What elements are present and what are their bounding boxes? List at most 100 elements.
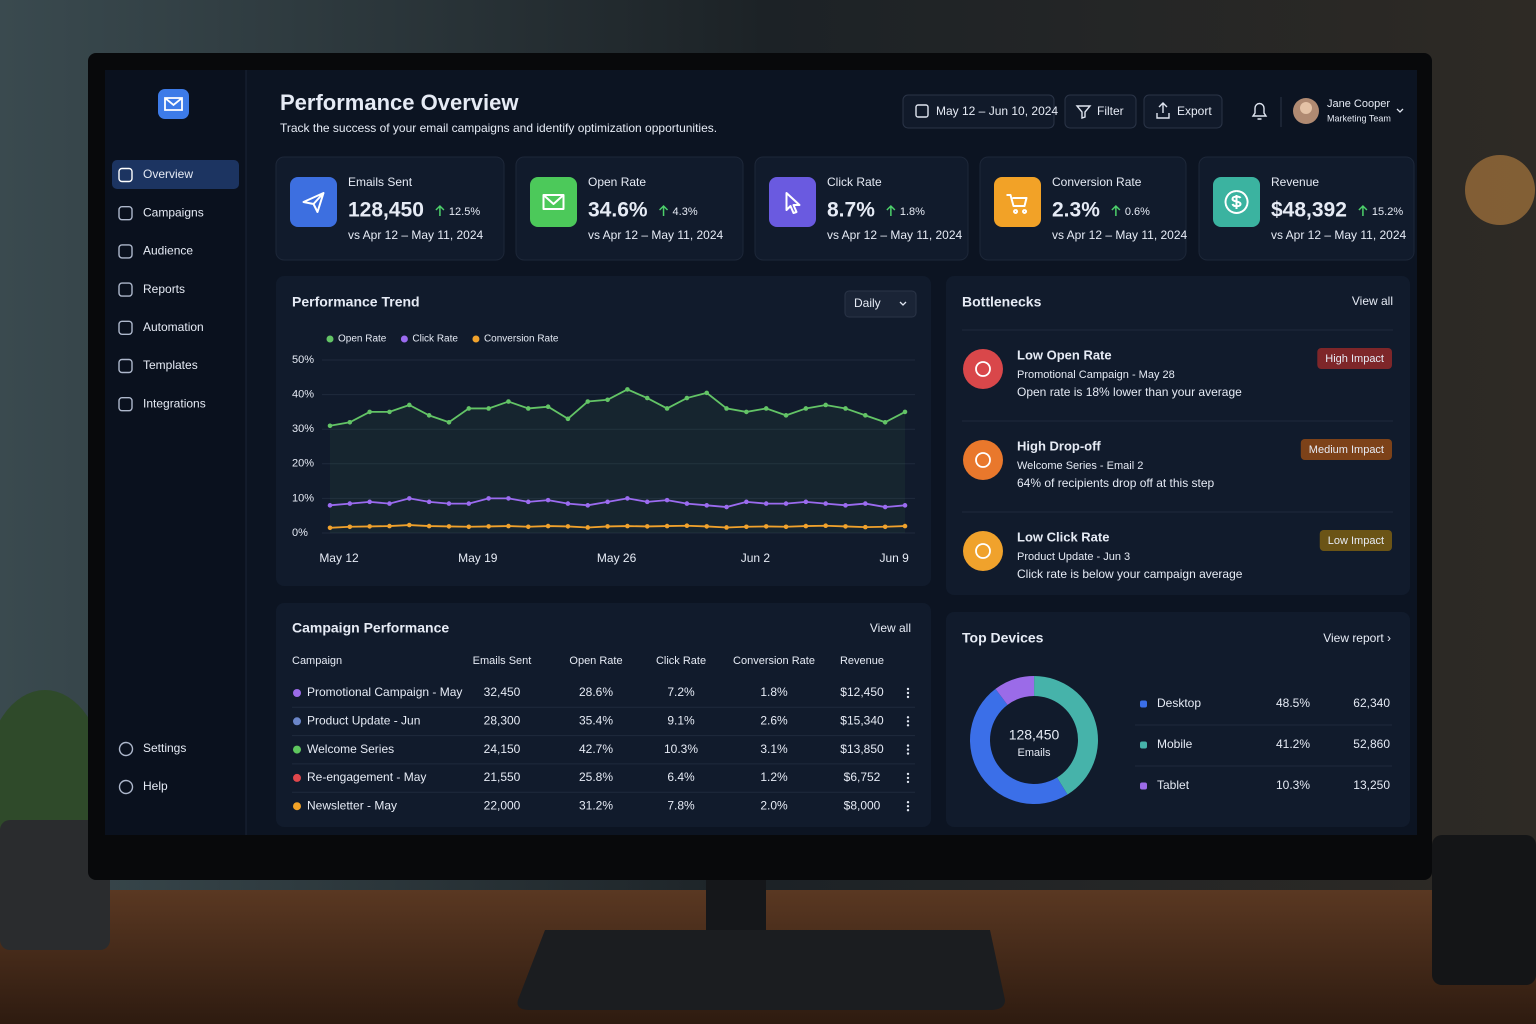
panel-title: Bottlenecks bbox=[962, 294, 1042, 310]
filter-button-label[interactable]: Filter bbox=[1097, 104, 1124, 118]
data-point bbox=[347, 419, 353, 425]
nav-icon bbox=[118, 741, 134, 757]
data-point bbox=[843, 406, 848, 411]
row-menu[interactable] bbox=[906, 716, 910, 719]
nav-item[interactable]: Audience bbox=[143, 244, 193, 258]
nav-item[interactable]: Automation bbox=[143, 320, 204, 334]
panel bbox=[276, 276, 931, 586]
device-share: 10.3% bbox=[1276, 778, 1310, 792]
row-menu[interactable] bbox=[906, 776, 910, 780]
view-report-link[interactable]: View report › bbox=[1323, 631, 1391, 645]
filter-button[interactable] bbox=[1064, 94, 1137, 129]
row-menu[interactable] bbox=[906, 805, 910, 808]
row-menu[interactable] bbox=[906, 748, 910, 751]
nav-item[interactable]: Settings bbox=[143, 741, 186, 755]
data-point bbox=[783, 501, 789, 506]
date-picker[interactable] bbox=[902, 94, 1055, 129]
bottleneck-glyph bbox=[975, 361, 991, 377]
row-menu[interactable] bbox=[906, 720, 910, 723]
bottleneck-icon bbox=[963, 440, 1003, 480]
row-menu[interactable] bbox=[906, 801, 910, 804]
data-point bbox=[426, 523, 432, 529]
cell: 25.8% bbox=[579, 770, 613, 784]
kpi-glyph bbox=[1006, 194, 1028, 214]
data-point bbox=[506, 399, 511, 404]
nav-item[interactable]: Integrations bbox=[143, 396, 206, 410]
cell: 35.4% bbox=[579, 713, 613, 727]
panel bbox=[276, 603, 931, 827]
kpi-change-arrow bbox=[1111, 204, 1121, 216]
cell: 42.7% bbox=[579, 742, 613, 756]
cell: 28.6% bbox=[579, 685, 613, 699]
legend-swatch bbox=[1140, 741, 1147, 749]
date-picker-label[interactable]: May 12 – Jun 10, 2024 bbox=[936, 104, 1058, 118]
nav-item[interactable]: Campaigns bbox=[143, 205, 204, 219]
row-menu[interactable] bbox=[906, 691, 910, 695]
row-menu[interactable] bbox=[906, 780, 910, 784]
campaign-dot bbox=[293, 717, 301, 726]
kpi-period: vs Apr 12 – May 11, 2024 bbox=[1052, 228, 1188, 242]
monitor-base bbox=[517, 930, 1005, 1010]
data-point bbox=[506, 523, 511, 529]
kpi-label: Open Rate bbox=[588, 175, 646, 189]
data-point bbox=[367, 499, 372, 505]
data-point bbox=[327, 423, 333, 429]
kpi-icon bbox=[290, 177, 337, 227]
row-menu[interactable] bbox=[906, 724, 910, 727]
nav-item[interactable]: Help bbox=[143, 779, 168, 793]
data-point bbox=[644, 395, 650, 401]
row-menu[interactable] bbox=[906, 695, 910, 699]
row-menu[interactable] bbox=[906, 809, 910, 812]
view-all-link[interactable]: View all bbox=[870, 621, 911, 635]
data-point bbox=[387, 409, 392, 415]
legend-label: Conversion Rate bbox=[484, 334, 559, 345]
interval-dropdown[interactable] bbox=[844, 290, 917, 318]
nav-item[interactable]: Templates bbox=[143, 358, 198, 372]
nav-item[interactable]: Overview bbox=[143, 167, 193, 181]
kpi-period: vs Apr 12 – May 11, 2024 bbox=[1271, 228, 1407, 242]
device-emails: 52,860 bbox=[1353, 737, 1390, 751]
cell: 31.2% bbox=[579, 798, 613, 812]
row-menu[interactable] bbox=[906, 772, 910, 776]
cell: $6,752 bbox=[844, 770, 881, 784]
data-point bbox=[347, 524, 353, 530]
user-menu-chevron[interactable] bbox=[1396, 108, 1404, 113]
panel-title: Performance Trend bbox=[292, 294, 420, 310]
data-point bbox=[387, 523, 392, 529]
data-point bbox=[704, 524, 710, 529]
data-point bbox=[625, 523, 630, 529]
export-button-label[interactable]: Export bbox=[1177, 104, 1212, 118]
row-menu[interactable] bbox=[906, 752, 910, 755]
data-point bbox=[625, 496, 630, 501]
data-point bbox=[486, 524, 491, 529]
column-header: Open Rate bbox=[569, 655, 622, 667]
data-point bbox=[664, 406, 670, 411]
view-all-link[interactable]: View all bbox=[1352, 294, 1393, 308]
bottleneck-title: Low Click Rate bbox=[1017, 529, 1109, 544]
campaign-name: Promotional Campaign - May bbox=[307, 685, 462, 699]
data-point bbox=[664, 497, 670, 503]
data-point bbox=[565, 501, 571, 506]
x-tick-label: Jun 9 bbox=[879, 551, 909, 565]
row-menu[interactable] bbox=[906, 687, 910, 691]
nav-icon bbox=[118, 779, 134, 795]
cell: 1.8% bbox=[760, 685, 788, 699]
interval-label[interactable]: Daily bbox=[854, 296, 881, 310]
logo-glyph bbox=[164, 97, 183, 111]
nav-item[interactable]: Reports bbox=[143, 282, 185, 296]
kpi-change-arrow bbox=[1358, 204, 1368, 216]
kpi-change-arrow bbox=[886, 204, 896, 216]
legend-label: Click Rate bbox=[412, 334, 458, 345]
data-point bbox=[863, 501, 868, 506]
row-menu[interactable] bbox=[906, 744, 910, 747]
column-header: Campaign bbox=[292, 655, 342, 667]
cell: 7.2% bbox=[667, 685, 695, 699]
kpi-change: 15.2% bbox=[1372, 206, 1403, 218]
data-point bbox=[506, 496, 511, 501]
bell-icon[interactable] bbox=[1251, 102, 1268, 120]
campaign-name: Re-engagement - May bbox=[307, 770, 426, 784]
data-point bbox=[704, 390, 710, 396]
filter-icon bbox=[1075, 105, 1092, 119]
device-share: 41.2% bbox=[1276, 737, 1310, 751]
